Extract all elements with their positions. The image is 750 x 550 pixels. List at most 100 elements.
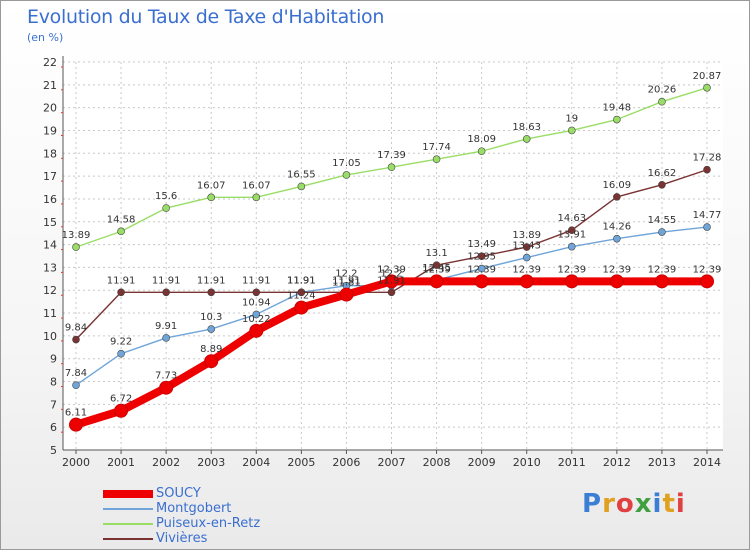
- legend-swatch: [103, 490, 153, 498]
- data-point: [519, 274, 534, 289]
- y-tick-label: 5: [50, 444, 57, 457]
- chart-unit-label: (en %): [27, 31, 64, 44]
- data-point: [567, 242, 576, 251]
- data-point: [117, 227, 125, 236]
- data-point: [249, 323, 264, 338]
- data-label: 12.39: [422, 264, 451, 275]
- data-label: 17.39: [377, 150, 406, 161]
- data-label: 13.89: [62, 230, 91, 241]
- data-label: 17.74: [422, 142, 451, 153]
- y-tick-label: 11: [43, 307, 57, 320]
- data-label: 12.39: [603, 264, 632, 275]
- data-label: 11.24: [287, 291, 316, 302]
- data-point: [654, 274, 669, 289]
- x-tick-label: 2011: [558, 456, 586, 469]
- data-point: [658, 180, 666, 189]
- x-tick-label: 2014: [693, 456, 721, 469]
- y-tick-label: 13: [43, 261, 57, 274]
- legend-item: SOUCY: [103, 487, 201, 501]
- data-point: [72, 381, 80, 389]
- y-tick-label: 17: [43, 170, 57, 183]
- data-label: 14.26: [603, 222, 632, 233]
- data-point: [703, 223, 711, 231]
- x-tick-label: 2006: [332, 456, 360, 469]
- y-tick-label: 8: [50, 376, 57, 389]
- data-label: 12.39: [693, 264, 722, 275]
- y-tick-label: 18: [43, 147, 57, 160]
- data-label: 6.72: [110, 394, 132, 405]
- y-tick-label: 6: [50, 421, 57, 434]
- data-label: 12.45: [422, 263, 451, 274]
- data-point: [613, 234, 621, 243]
- data-point: [72, 243, 80, 251]
- data-point: [477, 252, 486, 261]
- x-tick-label: 2004: [242, 456, 270, 469]
- y-tick-label: 20: [43, 102, 57, 115]
- data-label: 9.84: [65, 323, 87, 334]
- data-point: [567, 126, 576, 135]
- data-point: [252, 288, 261, 297]
- data-point: [432, 155, 441, 164]
- data-label: 6.11: [65, 408, 87, 419]
- x-tick-label: 2007: [378, 456, 406, 469]
- data-point: [294, 300, 309, 315]
- data-label: 7.73: [155, 371, 177, 382]
- data-point: [204, 354, 219, 369]
- data-label: 15.6: [155, 191, 177, 202]
- data-point: [159, 380, 174, 395]
- data-point: [162, 288, 170, 297]
- data-label: 8.89: [200, 344, 222, 355]
- data-point: [162, 204, 170, 212]
- data-point: [700, 274, 714, 289]
- legend-label: Montgobert: [156, 501, 232, 516]
- x-tick-label: 2013: [648, 456, 676, 469]
- data-label: 11.91: [332, 275, 361, 286]
- legend-label: SOUCY: [156, 486, 201, 501]
- data-point: [703, 165, 711, 174]
- data-point: [522, 253, 531, 262]
- data-label: 16.09: [603, 180, 632, 191]
- data-point: [339, 287, 354, 302]
- data-point: [207, 193, 216, 202]
- data-label: 13.1: [425, 248, 447, 259]
- data-point: [162, 334, 170, 342]
- data-point: [432, 261, 441, 269]
- data-label: 9.91: [155, 321, 177, 332]
- data-point: [384, 274, 399, 289]
- chart-title: Evolution du Taux de Taxe d'Habitation: [27, 6, 385, 28]
- data-point: [613, 115, 621, 124]
- legend-label: Puiseux-en-Retz: [156, 516, 261, 531]
- data-point: [564, 274, 579, 289]
- y-tick-label: 10: [43, 330, 57, 343]
- y-tick-label: 22: [43, 56, 57, 69]
- data-point: [477, 264, 486, 273]
- y-tick-label: 15: [43, 216, 57, 229]
- data-label: 10.94: [242, 297, 271, 308]
- x-tick-label: 2002: [152, 456, 180, 469]
- data-label: 19.48: [603, 103, 632, 114]
- data-label: 11.91: [152, 275, 181, 286]
- data-label: 17.28: [693, 153, 722, 164]
- x-tick-label: 2005: [287, 456, 315, 469]
- data-label: 12.39: [377, 264, 406, 275]
- data-point: [387, 288, 396, 297]
- data-point: [567, 226, 576, 235]
- data-label: 10.22: [242, 314, 271, 325]
- y-tick-label: 9: [50, 353, 57, 366]
- x-tick-label: 2001: [107, 456, 135, 469]
- legend-item: Puiseux-en-Retz: [103, 517, 260, 531]
- data-label: 11.81: [332, 278, 361, 289]
- proxiti-logo: Proxiti: [582, 489, 686, 519]
- data-label: 12.95: [467, 252, 496, 263]
- data-label: 11.91: [287, 275, 316, 286]
- data-label: 13.43: [512, 241, 541, 252]
- data-point: [297, 288, 306, 297]
- data-point: [117, 349, 125, 358]
- data-point: [207, 288, 216, 297]
- data-point: [477, 147, 486, 156]
- data-point: [117, 288, 125, 297]
- data-point: [72, 335, 80, 344]
- y-tick-label: 7: [50, 398, 57, 411]
